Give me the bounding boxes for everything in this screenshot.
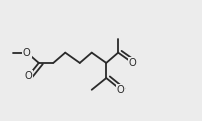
Text: O: O bbox=[24, 71, 32, 81]
Text: O: O bbox=[129, 58, 137, 68]
Text: O: O bbox=[23, 48, 31, 58]
Text: O: O bbox=[117, 85, 125, 95]
